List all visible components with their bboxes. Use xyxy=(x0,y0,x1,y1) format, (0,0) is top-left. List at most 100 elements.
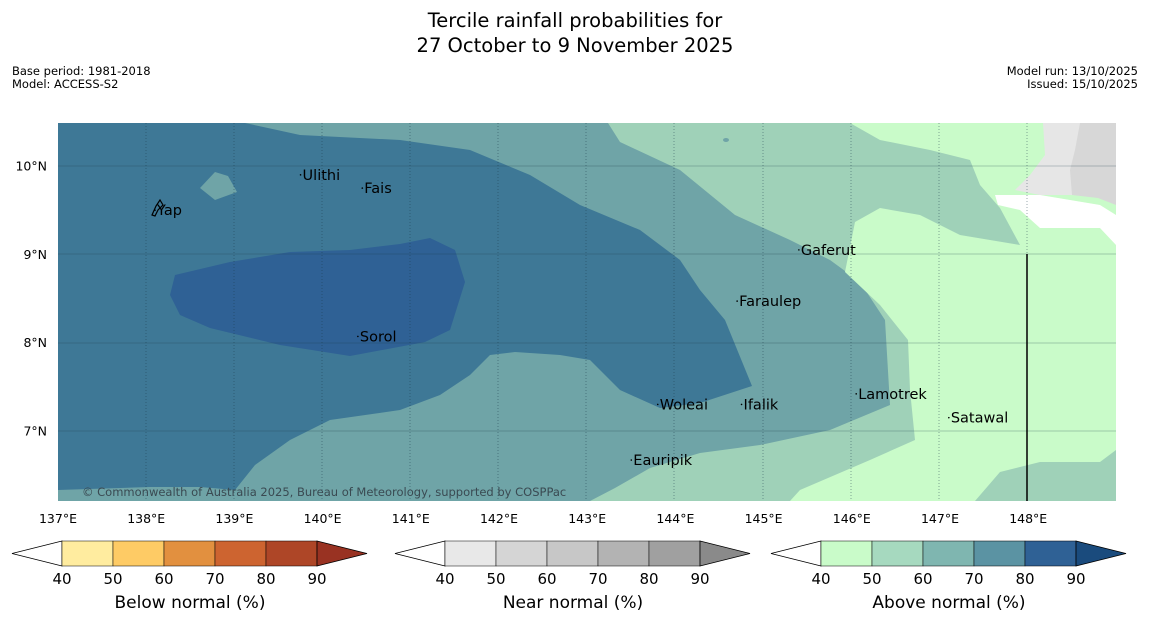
near-normal-mid xyxy=(1070,123,1116,205)
legend-tick-label: 70 xyxy=(588,570,607,588)
model-run: Model run: 13/10/2025 xyxy=(1006,64,1138,78)
legend-tick-label: 80 xyxy=(256,570,275,588)
meta-right: Model run: 13/10/2025 Issued: 15/10/2025 xyxy=(1007,65,1138,91)
legend-swatch xyxy=(61,540,114,567)
place-marker xyxy=(798,249,800,251)
lat-tick-labels: 10°N 9°N 8°N 7°N xyxy=(15,159,47,439)
legend-colorbar: 40 50 60 70 80 90 xyxy=(394,540,751,588)
legend-tick-label: 50 xyxy=(486,570,505,588)
legends: 40 50 60 70 80 90 40 50 60 70 80 90 40 50 60 70 80 90 xyxy=(11,540,1127,588)
legend-swatch xyxy=(597,540,650,567)
legend-tick-label: 50 xyxy=(103,570,122,588)
place-marker xyxy=(656,403,659,406)
place-label: Gaferut xyxy=(801,243,856,259)
legend-extend-high xyxy=(699,540,751,567)
legend-swatch xyxy=(973,540,1026,567)
title-line-2: 27 October to 9 November 2025 xyxy=(416,34,734,57)
title-line-1: Tercile rainfall probabilities for xyxy=(427,9,723,32)
model-name: Model: ACCESS-S2 xyxy=(12,77,119,91)
legend-tick-label: 80 xyxy=(639,570,658,588)
legend-extend-low xyxy=(394,540,446,567)
lat-tick-label: 8°N xyxy=(23,335,47,350)
place-marker xyxy=(948,416,950,419)
place-label: Lamotrek xyxy=(858,387,927,403)
place-label: Satawal xyxy=(951,411,1008,427)
place-label: Eauripik xyxy=(633,453,692,469)
lon-tick-label: 143°E xyxy=(568,511,606,526)
lon-tick-label: 137°E xyxy=(39,511,77,526)
legend-swatch xyxy=(444,540,497,567)
legend-tick-label: 60 xyxy=(913,570,932,588)
legend-label-near: Near normal (%) xyxy=(502,593,644,613)
place-label: Ifalik xyxy=(744,397,779,413)
place-marker xyxy=(299,174,302,176)
legend-tick-label: 90 xyxy=(307,570,326,588)
legend-tick-label: 70 xyxy=(205,570,224,588)
copyright-notice: © Commonwealth of Australia 2025, Bureau… xyxy=(82,485,566,499)
legend-swatch xyxy=(871,540,924,567)
legend-tick-label: 70 xyxy=(964,570,983,588)
legend-tick-label: 90 xyxy=(1066,570,1085,588)
legend-swatch xyxy=(112,540,165,567)
place-marker xyxy=(736,300,738,302)
lon-tick-label: 138°E xyxy=(127,511,165,526)
lat-tick-label: 10°N xyxy=(15,159,47,174)
legend-extend-high xyxy=(1075,540,1127,567)
legend-swatch xyxy=(163,540,216,567)
lon-tick-label: 146°E xyxy=(833,511,871,526)
lon-gridlines xyxy=(145,123,1028,501)
small-island-icon xyxy=(723,138,729,142)
place-label: Faraulep xyxy=(739,294,801,310)
yap-island-icon xyxy=(151,198,164,217)
place-marker xyxy=(357,335,359,338)
legend-tick-label: 40 xyxy=(435,570,454,588)
lat-gridlines xyxy=(58,165,1116,432)
legend-swatch xyxy=(265,540,318,567)
legend-extend-low xyxy=(11,540,63,567)
place-marker xyxy=(740,403,743,406)
issued-date: Issued: 15/10/2025 xyxy=(1027,77,1138,91)
legend-swatch xyxy=(648,540,701,567)
legend-swatch xyxy=(214,540,267,567)
legend-tick-label: 50 xyxy=(862,570,881,588)
place-label: Woleai xyxy=(660,397,708,413)
legend-extend-low xyxy=(770,540,822,567)
legend-colorbar: 40 50 60 70 80 90 xyxy=(11,540,368,588)
legend-tick-label: 80 xyxy=(1015,570,1034,588)
place-label: Fais xyxy=(364,181,391,197)
lat-tick-label: 7°N xyxy=(23,423,47,438)
place-marker xyxy=(361,187,364,189)
map-title: Tercile rainfall probabilities for 27 Oc… xyxy=(0,8,1150,58)
place-label: Ulithi xyxy=(303,168,341,184)
legend-tick-label: 60 xyxy=(537,570,556,588)
lon-tick-label: 142°E xyxy=(480,511,518,526)
legend-swatch xyxy=(546,540,599,567)
meta-left: Base period: 1981-2018 Model: ACCESS-S2 xyxy=(12,65,151,91)
lon-tick-label: 147°E xyxy=(921,511,959,526)
lon-tick-label: 145°E xyxy=(745,511,783,526)
legend-tick-label: 40 xyxy=(811,570,830,588)
legend-label-above: Above normal (%) xyxy=(872,593,1026,613)
lon-tick-labels: 137°E 138°E 139°E 140°E 141°E 142°E 143°E 144°E… xyxy=(39,511,1047,526)
legend-extend-high xyxy=(316,540,368,567)
legend-swatch xyxy=(1024,540,1077,567)
place-label: Sorol xyxy=(360,329,397,345)
place-labels: Yap Ulithi Fais Gaferut Faraulep Sorol Lamotre… xyxy=(154,168,1008,469)
legend-tick-label: 90 xyxy=(690,570,709,588)
lon-tick-label: 140°E xyxy=(304,511,342,526)
zone-80-90 xyxy=(170,238,465,356)
lon-tick-label: 141°E xyxy=(392,511,430,526)
legend-swatch xyxy=(922,540,975,567)
legend-tick-label: 40 xyxy=(52,570,71,588)
base-period: Base period: 1981-2018 xyxy=(12,64,151,78)
lon-tick-label: 144°E xyxy=(656,511,694,526)
lon-tick-label: 139°E xyxy=(215,511,253,526)
lon-tick-label: 148°E xyxy=(1009,511,1047,526)
nodata-band xyxy=(995,195,1116,245)
legend-colorbar: 40 50 60 70 80 90 xyxy=(770,540,1127,588)
legend-swatch xyxy=(495,540,548,567)
zone-60-70-patch xyxy=(200,172,237,200)
legend-swatch xyxy=(820,540,873,567)
place-label: Yap xyxy=(156,203,182,219)
